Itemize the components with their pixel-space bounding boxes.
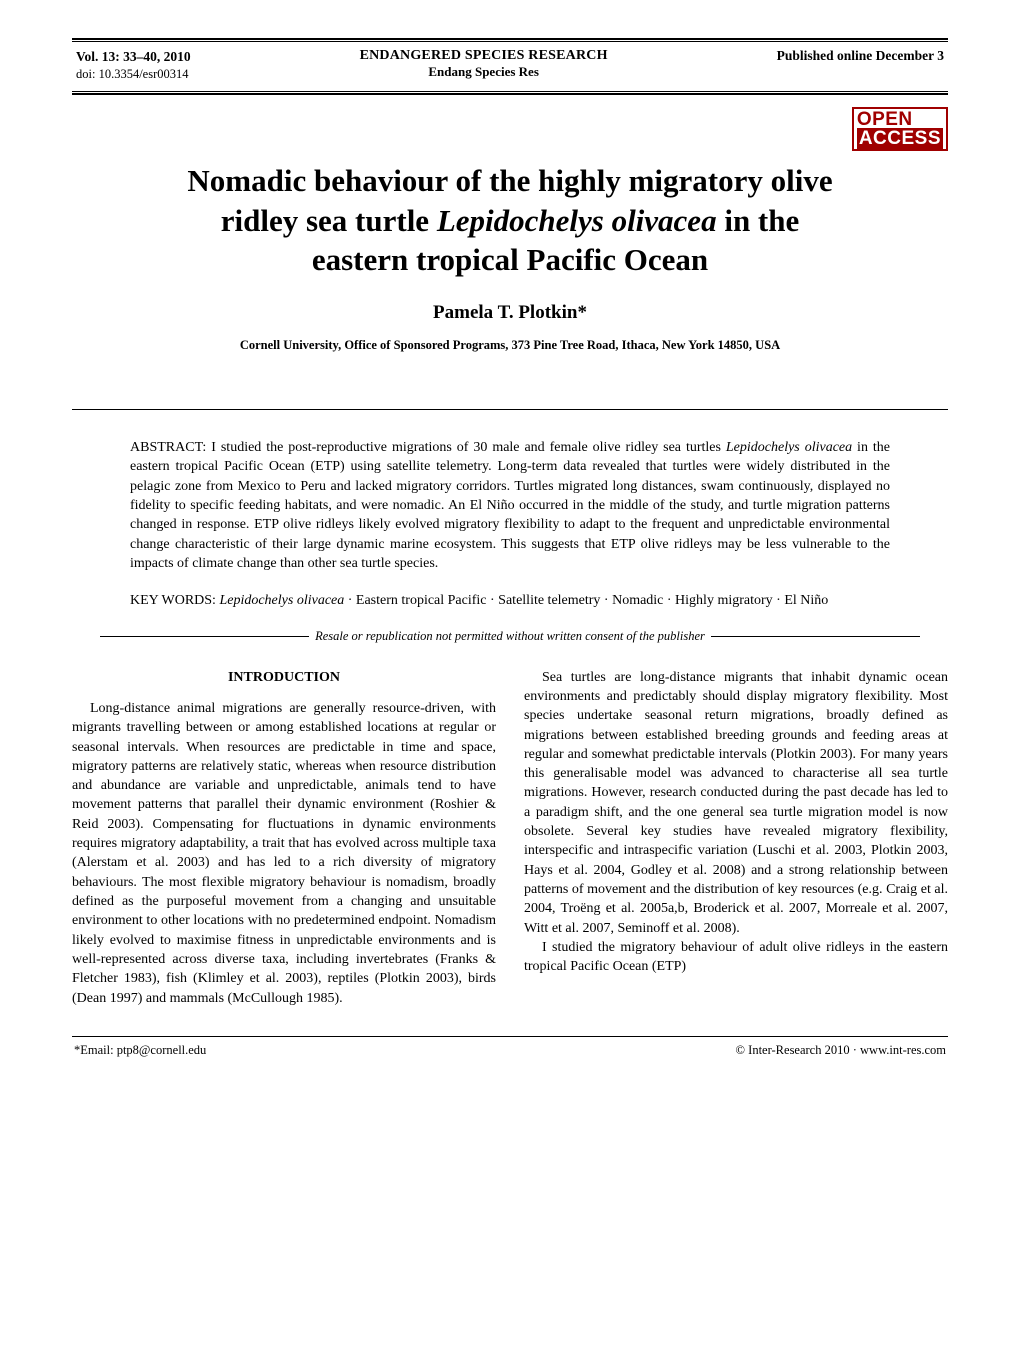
footer-left: *Email: ptp8@cornell.edu [74,1043,206,1058]
abstract-pre: I studied the post-reproductive migratio… [211,440,726,455]
header-band: Vol. 13: 33–40, 2010 doi: 10.3354/esr003… [72,42,948,91]
keywords-rest: · Eastern tropical Pacific · Satellite t… [344,593,828,608]
journal-section: Endang Species Res [360,64,608,80]
body-columns: INTRODUCTION Long-distance animal migrat… [72,668,948,1008]
author-name: Pamela T. Plotkin* [72,302,948,324]
title-line1: Nomadic behaviour of the highly migrator… [187,163,832,198]
resale-line-left [100,636,309,637]
volume-line: Vol. 13: 33–40, 2010 [76,48,191,66]
abstract-ital: Lepidochelys olivacea [726,440,852,455]
open-access-top: OPEN [857,109,913,130]
open-access-row: OPEN ACCESS [72,107,948,151]
body-p3: I studied the migratory behaviour of adu… [524,938,948,977]
divider-above-abstract [72,409,948,410]
body-p2: Sea turtles are long-distance migrants t… [524,668,948,938]
resale-line-right [711,636,920,637]
keywords-label: KEY WORDS: [130,593,219,608]
published-line: Published online December 3 [777,48,944,64]
title-line2-post: in the [717,203,800,238]
keywords-ital: Lepidochelys olivacea [219,593,344,608]
journal-name: ENDANGERED SPECIES RESEARCH [360,48,608,64]
resale-row: Resale or republication not permitted wi… [100,629,920,644]
article-title: Nomadic behaviour of the highly migrator… [92,161,928,280]
resale-text: Resale or republication not permitted wi… [309,629,711,644]
header-rule-top [72,38,948,40]
header-right: Published online December 3 [777,48,944,64]
abstract-post: in the eastern tropical Pacific Ocean (E… [130,440,890,571]
header-center: ENDANGERED SPECIES RESEARCH Endang Speci… [360,48,608,80]
open-access-bottom: ACCESS [857,128,943,149]
title-line2-ital: Lepidochelys olivacea [437,203,717,238]
abstract-label: ABSTRACT: [130,440,211,455]
header-rule-bottom [72,93,948,95]
title-line3: eastern tropical Pacific Ocean [312,242,708,277]
keywords-block: KEY WORDS: Lepidochelys olivacea · Easte… [130,591,890,610]
footer: *Email: ptp8@cornell.edu © Inter-Researc… [72,1037,948,1058]
author-affiliation: Cornell University, Office of Sponsored … [72,338,948,353]
header-left: Vol. 13: 33–40, 2010 doi: 10.3354/esr003… [76,48,191,83]
title-line2-pre: ridley sea turtle [221,203,437,238]
body-p1: Long-distance animal migrations are gene… [72,701,496,986]
open-access-badge: OPEN ACCESS [852,107,948,151]
doi-line: doi: 10.3354/esr00314 [76,66,191,83]
footer-right: © Inter-Research 2010 · www.int-res.com [736,1043,946,1058]
section-heading-introduction: INTRODUCTION [72,668,496,687]
header-rule-thin-lower [72,91,948,92]
abstract-block: ABSTRACT: I studied the post-reproductiv… [130,438,890,573]
